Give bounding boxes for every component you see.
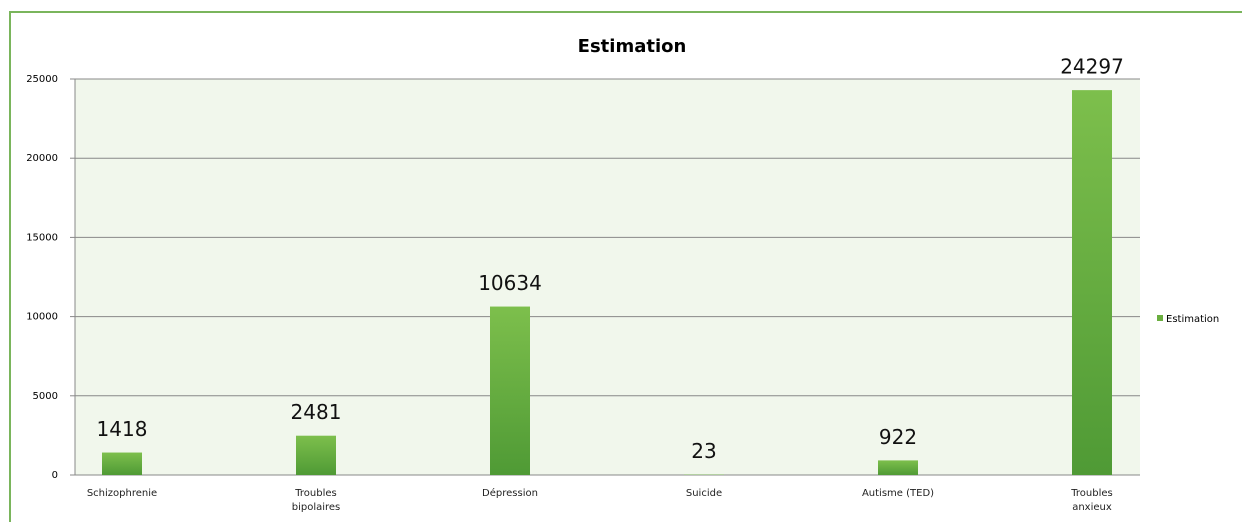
chart-title: Estimation	[578, 36, 687, 57]
value-label: 10634	[478, 271, 542, 295]
y-tick-label: 10000	[26, 312, 58, 323]
plot-area	[75, 79, 1140, 475]
x-tick-label: Dépression	[482, 488, 538, 499]
bar	[490, 306, 530, 475]
y-tick-label: 0	[52, 470, 58, 481]
legend-swatch	[1157, 315, 1163, 321]
value-label: 23	[691, 439, 716, 463]
y-tick-label: 15000	[26, 232, 58, 243]
value-label: 2481	[291, 400, 342, 424]
value-label: 1418	[97, 417, 148, 441]
bar	[878, 460, 918, 475]
x-tick-label: Autisme (TED)	[861, 488, 935, 499]
x-tick-label: Suicide	[685, 488, 723, 499]
x-tick-label: Troubles bipolaires	[291, 488, 341, 513]
bar	[296, 435, 336, 475]
value-label: 922	[879, 425, 917, 449]
y-tick-label: 25000	[26, 74, 58, 85]
bar	[102, 452, 142, 475]
x-tick-label: Troubles anxieux	[1071, 488, 1113, 513]
y-tick-label: 5000	[33, 391, 58, 402]
bar	[1072, 90, 1112, 475]
value-label: 24297	[1060, 55, 1124, 79]
y-tick-label: 20000	[26, 153, 58, 164]
legend-label: Estimation	[1166, 314, 1219, 325]
x-tick-label: Schizophrenie	[86, 488, 158, 499]
chart-border	[9, 11, 1242, 522]
